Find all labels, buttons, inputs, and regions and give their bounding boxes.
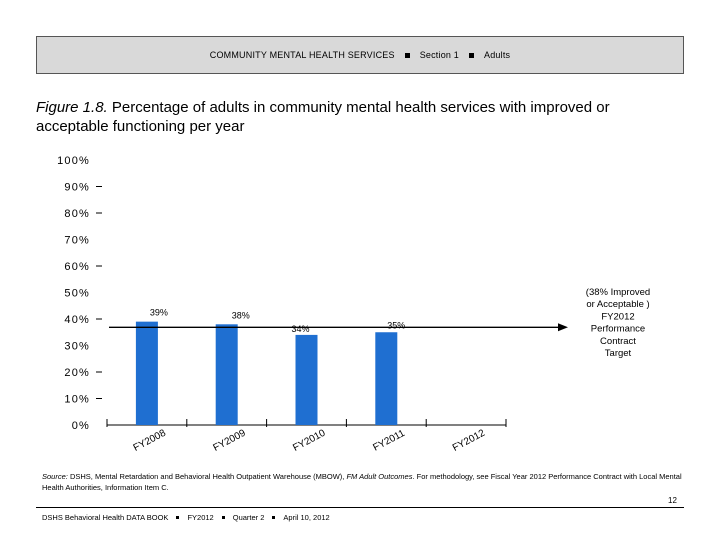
target-annotation-line: Performance	[591, 324, 645, 335]
y-tick-label: 70%	[64, 235, 90, 247]
footer-publication: DSHS Behavioral Health DATA BOOK	[42, 513, 169, 522]
footer-date: April 10, 2012	[283, 513, 330, 522]
y-tick-label: 10%	[64, 394, 90, 406]
separator-square	[176, 516, 180, 519]
y-tick-label: 0%	[72, 420, 90, 432]
bar	[375, 332, 398, 425]
bar-value-label: 38%	[232, 310, 250, 320]
figure-caption: Percentage of adults in community mental…	[36, 99, 610, 135]
separator-square	[221, 516, 225, 519]
footer: DSHS Behavioral Health DATA BOOK FY2012 …	[42, 513, 330, 522]
bar-value-label: 35%	[387, 320, 405, 330]
population-label: Adults	[484, 50, 511, 60]
target-annotation-line: FY2012	[601, 311, 634, 322]
y-tick-label: 50%	[64, 288, 90, 300]
source-note: Source: DSHS, Mental Retardation and Beh…	[42, 471, 682, 493]
figure-title: Figure 1.8. Percentage of adults in comm…	[36, 98, 656, 136]
y-tick-label: 60%	[64, 261, 90, 273]
y-tick-label: 20%	[64, 367, 90, 379]
x-tick-label: FY2012	[451, 428, 487, 454]
footer-fiscal-year: FY2012	[187, 513, 214, 522]
separator-square	[469, 52, 475, 58]
source-dataset: FM Adult Outcomes	[346, 472, 413, 481]
section-header: COMMUNITY MENTAL HEALTH SERVICES Section…	[36, 36, 684, 74]
bar-value-label: 34%	[291, 324, 309, 334]
footer-quarter: Quarter 2	[232, 513, 265, 522]
x-tick-label: FY2008	[132, 428, 168, 454]
source-text: DSHS, Mental Retardation and Behavioral …	[67, 472, 347, 481]
section-title: COMMUNITY MENTAL HEALTH SERVICES	[209, 50, 395, 60]
page-number: 12	[668, 496, 677, 505]
target-annotation-line: Contract	[600, 336, 636, 347]
target-annotation-line: (38% Improved	[586, 287, 650, 298]
target-arrowhead	[558, 323, 568, 332]
separator-square	[272, 516, 276, 519]
bar	[215, 324, 238, 425]
separator-square	[404, 52, 410, 58]
target-annotation-line: Target	[605, 348, 632, 359]
y-tick-label: 40%	[64, 314, 90, 326]
figure-label: Figure 1.8.	[36, 99, 108, 116]
bar	[295, 334, 318, 425]
section-number: Section 1	[419, 50, 460, 60]
target-annotation-line: or Acceptable )	[586, 299, 649, 310]
bar-value-label: 39%	[150, 308, 168, 318]
footer-rule	[36, 507, 684, 508]
y-tick-label: 90%	[64, 182, 90, 194]
x-tick-label: FY2010	[291, 428, 327, 454]
y-tick-label: 80%	[64, 208, 90, 220]
x-tick-label: FY2009	[211, 428, 247, 454]
x-tick-label: FY2011	[371, 428, 407, 454]
bar	[135, 321, 158, 425]
source-text-after: . For methodology, see Fiscal Year 2012 …	[42, 472, 682, 492]
y-tick-label: 30%	[64, 341, 90, 353]
y-tick-label: 100%	[57, 155, 90, 167]
source-label: Source:	[42, 472, 68, 481]
